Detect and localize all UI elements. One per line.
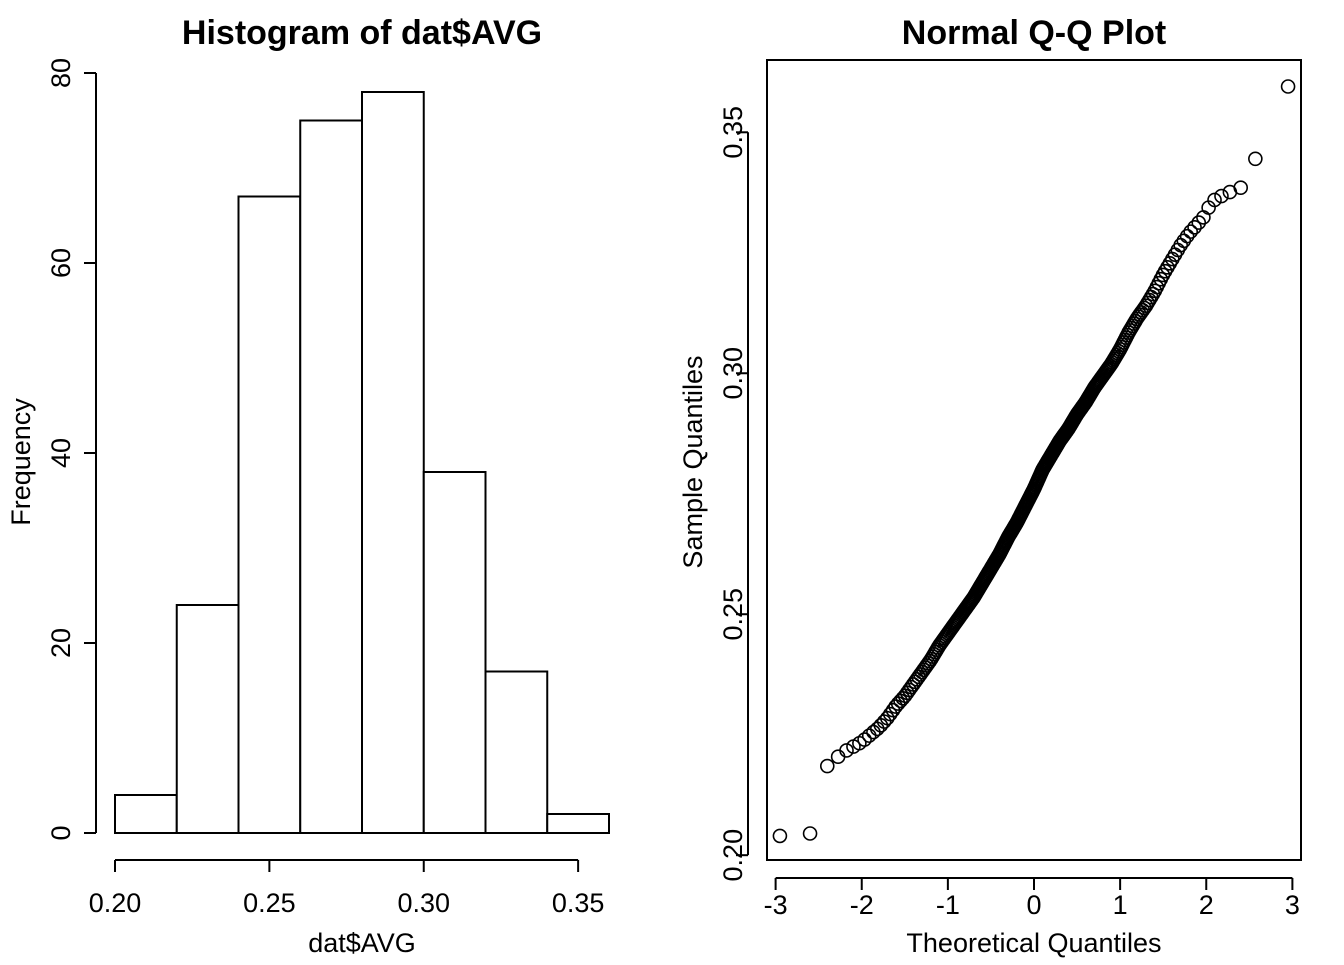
- qq-point: [830, 749, 846, 765]
- qq-point: [1176, 233, 1192, 249]
- histogram-y-tick-label: 20: [46, 628, 76, 658]
- histogram-bar-4: [361, 91, 425, 834]
- histogram-bar-6: [484, 670, 549, 834]
- histogram-x-tick-label: 0.30: [397, 888, 450, 918]
- qq-y-label: Sample Quantiles: [678, 355, 708, 568]
- qq-x-tick-label: 1: [1113, 890, 1128, 920]
- histogram-bar-3: [299, 119, 363, 834]
- qq-y-tick-label: 0.35: [718, 106, 748, 159]
- histogram-x-label: dat$AVG: [308, 928, 416, 958]
- qq-point: [1248, 151, 1263, 167]
- histogram-y-tick-label: 40: [46, 438, 76, 468]
- histogram-bar-5: [422, 471, 487, 834]
- qq-point: [857, 732, 872, 747]
- histogram-x-tick-label: 0.25: [243, 888, 296, 918]
- qq-point: [1173, 237, 1188, 253]
- qq-point: [1183, 224, 1199, 239]
- qq-point: [1179, 228, 1195, 244]
- histogram-bars: [114, 91, 610, 834]
- histogram-bar-0: [114, 794, 178, 834]
- qq-point: [839, 743, 854, 758]
- qq-point: [772, 828, 788, 844]
- histogram-bar-7: [546, 813, 610, 834]
- qq-y-tick-label: 0.25: [718, 588, 748, 641]
- qq-y-tick-label: 0.30: [718, 347, 748, 400]
- qq-point: [1191, 215, 1207, 230]
- qq-point: [819, 758, 835, 774]
- histogram-title: Histogram of dat$AVG: [182, 14, 542, 52]
- qq-point: [1233, 180, 1249, 196]
- qq-point: [869, 721, 885, 737]
- qq-plot-frame: [766, 59, 1302, 861]
- qq-point: [882, 706, 898, 722]
- qq-x-tick-label: -2: [850, 890, 874, 920]
- qq-x-tick-label: 0: [1026, 890, 1041, 920]
- histogram-y-tick-label: 80: [46, 58, 76, 88]
- histogram-y-tick-label: 60: [46, 248, 76, 278]
- qq-point: [866, 724, 881, 740]
- histogram-x-tick-label: 0.35: [552, 888, 605, 918]
- histogram-bar-2: [237, 195, 302, 834]
- qq-x-label: Theoretical Quantiles: [906, 928, 1161, 958]
- qq-y-tick-label: 0.20: [718, 829, 748, 882]
- qq-point: [1187, 220, 1202, 235]
- qq-point: [802, 826, 818, 841]
- qq-x-axis: -3 -2 -1 0 1 2 3: [764, 877, 1300, 920]
- histogram-y-tick-label: 0: [46, 825, 76, 840]
- histogram-x-tick-label: 0.20: [89, 888, 142, 918]
- qq-x-tick-label: -1: [936, 890, 960, 920]
- histogram-panel: Histogram of dat$AVG dat$AVG Frequency 0…: [6, 14, 610, 958]
- histogram-y-label: Frequency: [6, 398, 36, 526]
- qq-x-tick-label: -3: [764, 890, 788, 920]
- qq-points: [772, 79, 1296, 844]
- qq-point: [1214, 188, 1229, 204]
- qq-point: [1207, 192, 1222, 208]
- histogram-y-axis: 0 20 40 60 80: [46, 58, 97, 841]
- qq-x-tick-label: 2: [1199, 890, 1214, 920]
- histogram-x-axis: 0.20 0.25 0.30 0.35: [89, 859, 605, 918]
- qq-point: [1135, 302, 1151, 318]
- qq-y-axis: 0.20 0.25 0.30 0.35: [718, 106, 749, 882]
- qq-x-tick-label: 3: [1285, 890, 1300, 920]
- qq-title: Normal Q-Q Plot: [902, 14, 1166, 52]
- qq-panel: Normal Q-Q Plot Theoretical Quantiles Sa…: [678, 14, 1302, 958]
- qq-point: [1280, 79, 1296, 94]
- histogram-bar-1: [175, 604, 240, 834]
